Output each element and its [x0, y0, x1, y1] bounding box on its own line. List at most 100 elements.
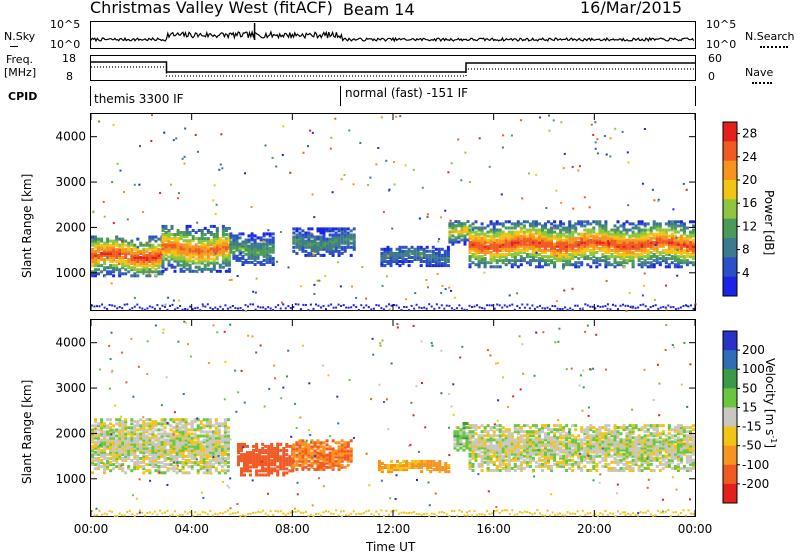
echo-cell: [325, 239, 329, 243]
scatter-cell: [440, 216, 443, 219]
echo-cell: [184, 463, 188, 467]
echo-cell: [240, 457, 243, 461]
echo-cell: [91, 446, 94, 450]
echo-cell: [127, 440, 131, 444]
echo-cell: [121, 430, 125, 434]
echo-cell: [200, 269, 204, 273]
echo-cell: [209, 267, 213, 271]
echo-cell: [352, 245, 356, 249]
echo-cell: [676, 230, 680, 234]
echo-cell: [237, 463, 240, 467]
echo-cell: [319, 229, 323, 233]
echo-cell: [176, 243, 180, 247]
echo-cell: [175, 440, 179, 444]
echo-cell: [169, 424, 173, 428]
echo-cell: [507, 438, 511, 442]
echo-cell: [413, 253, 417, 257]
echo-cell: [172, 418, 176, 422]
echo-cell: [313, 241, 317, 245]
near-range-cell: [619, 304, 622, 307]
echo-cell: [112, 424, 116, 428]
echo-cell: [182, 239, 186, 243]
echo-cell: [270, 471, 274, 475]
echo-cell: [252, 457, 256, 461]
echo-cell: [501, 432, 505, 436]
echo-cell: [468, 430, 472, 434]
echo-cell: [486, 450, 490, 454]
echo-cell: [100, 461, 104, 465]
echo-cell: [550, 255, 553, 259]
scatter-cell: [425, 279, 428, 281]
echo-cell: [307, 453, 311, 457]
echo-cell: [398, 249, 402, 253]
scatter-cell: [448, 286, 451, 289]
echo-cell: [598, 246, 602, 250]
echo-cell: [161, 233, 165, 236]
echo-cell: [340, 457, 344, 461]
echo-cell: [646, 265, 650, 269]
echo-cell: [304, 249, 308, 253]
near-range-cell: [164, 305, 166, 308]
echo-cell: [664, 230, 668, 234]
echo-cell: [380, 247, 384, 251]
echo-cell: [331, 463, 335, 467]
echo-cell: [145, 438, 149, 442]
nave-tick-low: 0: [708, 70, 715, 83]
echo-cell: [640, 251, 644, 254]
echo-cell: [453, 430, 457, 434]
echo-cell: [142, 436, 146, 440]
echo-cell: [631, 234, 635, 238]
echo-cell: [298, 245, 302, 249]
echo-cell: [170, 247, 174, 251]
echo-cell: [465, 446, 469, 450]
echo-cell: [97, 247, 100, 251]
echo-cell: [383, 251, 387, 255]
echo-cell: [501, 236, 505, 240]
cpid-label: CPID: [8, 90, 38, 103]
echo-cell: [169, 454, 173, 458]
echo-cell: [127, 442, 131, 446]
near-range-cell: [309, 303, 312, 306]
near-range-cell: [589, 305, 592, 308]
echo-cell: [456, 432, 460, 436]
echo-cell: [91, 438, 94, 442]
echo-cell: [443, 256, 447, 259]
echo-cell: [504, 469, 508, 472]
near-range-cell: [159, 307, 161, 310]
echo-cell: [197, 229, 201, 232]
echo-cell: [316, 465, 320, 469]
echo-cell: [217, 461, 221, 465]
echo-cell: [164, 235, 168, 239]
echo-cell: [205, 444, 209, 448]
echo-cell: [214, 448, 218, 452]
echo-cell: [692, 246, 695, 250]
echo-cell: [191, 251, 195, 255]
echo-cell: [586, 263, 590, 267]
echo-cell: [154, 235, 158, 239]
echo-cell: [145, 454, 149, 458]
echo-cell: [346, 463, 350, 467]
near-range-cell: [375, 304, 378, 307]
echo-cell: [559, 242, 563, 246]
echo-cell: [343, 455, 347, 459]
echo-cell: [148, 424, 152, 428]
echo-cell: [634, 248, 638, 252]
echo-cell: [243, 459, 246, 463]
echo-cell: [562, 265, 566, 269]
echo-cell: [404, 245, 408, 249]
echo-cell: [679, 234, 683, 238]
echo-cell: [395, 260, 399, 263]
echo-cell: [565, 226, 569, 230]
echo-cell: [133, 442, 137, 446]
echo-cell: [480, 446, 484, 450]
echo-cell: [486, 444, 490, 448]
echo-cell: [598, 248, 602, 252]
echo-cell: [206, 249, 210, 253]
echo-cell: [538, 246, 541, 250]
echo-cell: [637, 263, 641, 267]
echo-cell: [434, 264, 438, 268]
echo-cell: [622, 222, 626, 226]
echo-cell: [103, 268, 107, 272]
echo-cell: [574, 230, 578, 234]
